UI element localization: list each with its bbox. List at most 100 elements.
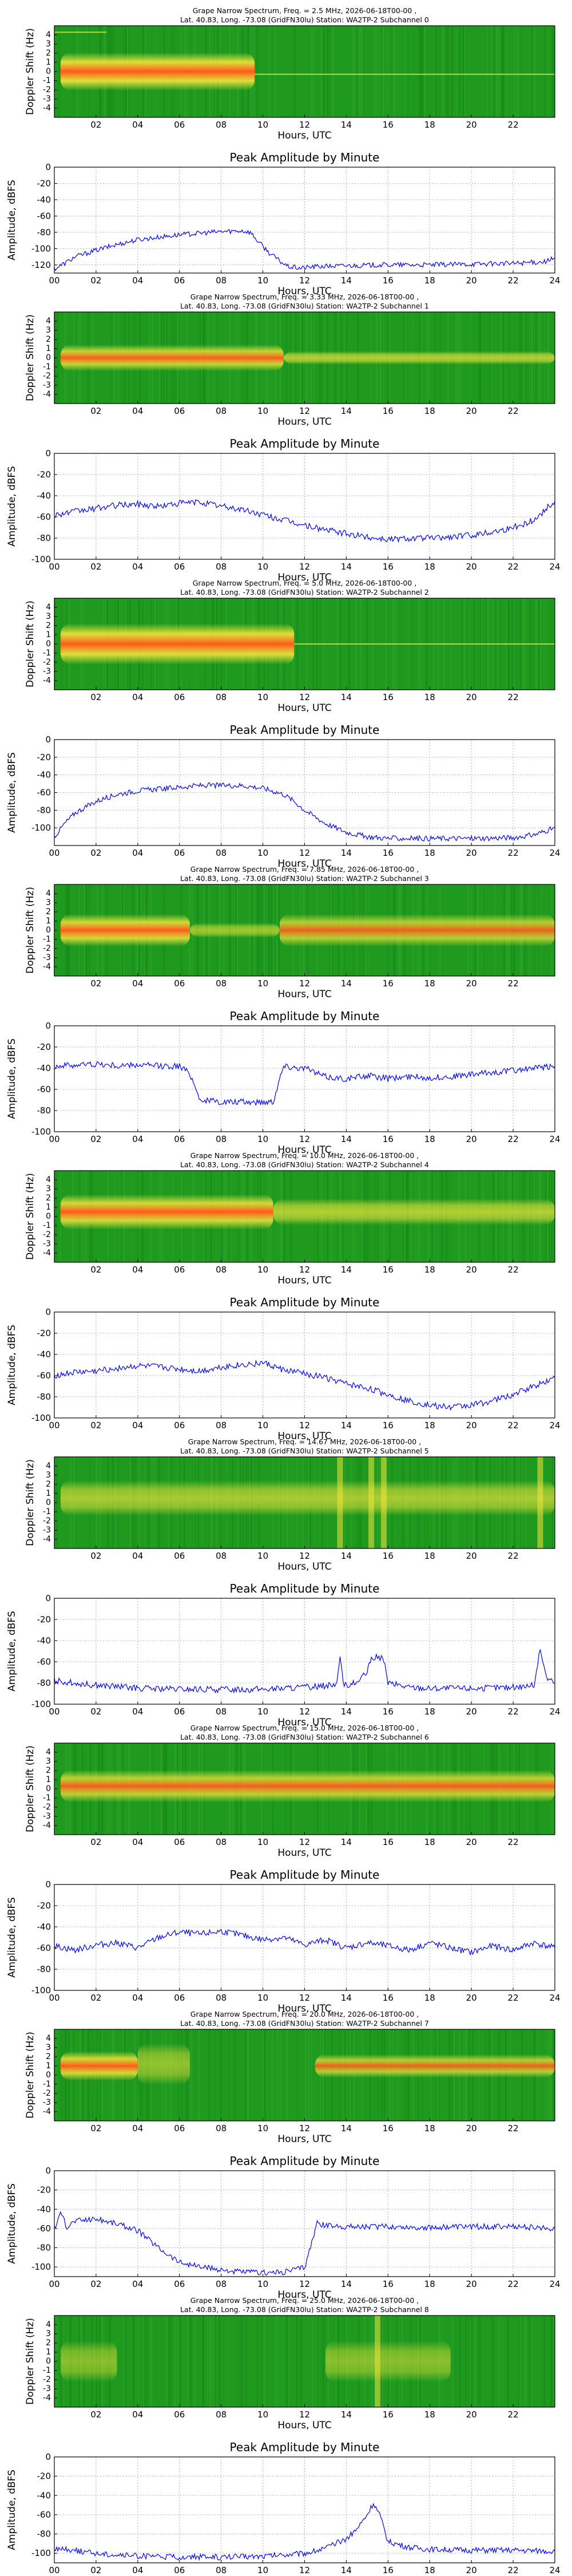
x-tick-label: 18 xyxy=(424,2409,435,2420)
y-tick-label: -20 xyxy=(37,752,51,762)
spectrogram-burst xyxy=(368,1457,375,1548)
x-axis-label: Hours, UTC xyxy=(277,1275,331,1286)
spectrogram-signal-band xyxy=(279,914,555,947)
x-tick-label: 12 xyxy=(299,1993,310,2003)
spectrogram-title: Grape Narrow Spectrum, Freq. = 25.0 MHz,… xyxy=(190,2296,419,2305)
x-tick-label: 02 xyxy=(90,1993,101,2003)
x-tick-label: 14 xyxy=(341,1837,352,1847)
spectrogram-signal-band xyxy=(60,914,190,947)
x-axis-label: Hours, UTC xyxy=(277,572,331,583)
y-tick-label: -80 xyxy=(37,1678,51,1688)
spectrogram-signal-band xyxy=(284,351,555,365)
y-tick-label: 0 xyxy=(45,1307,51,1317)
x-tick-label: 16 xyxy=(383,978,394,989)
x-tick-label: 14 xyxy=(341,2279,352,2289)
y-tick-label: 4 xyxy=(46,1748,51,1757)
spectrogram-title: Grape Narrow Spectrum, Freq. = 2.5 MHz, … xyxy=(193,6,417,15)
y-tick-label: -3 xyxy=(43,381,51,390)
x-tick-label: 04 xyxy=(132,1837,143,1847)
x-tick-label: 12 xyxy=(299,2409,310,2420)
y-axis-label: Amplitude, dBFS xyxy=(6,752,18,833)
x-tick-label: 20 xyxy=(466,2279,477,2289)
x-tick-label: 14 xyxy=(341,1265,352,1275)
amplitude-frame xyxy=(54,453,555,560)
amplitude-series-line xyxy=(54,782,555,842)
x-tick-label: 14 xyxy=(341,120,352,130)
x-tick-label: 04 xyxy=(132,1993,143,2003)
y-tick-label: -40 xyxy=(37,1349,51,1360)
y-tick-label: 0 xyxy=(46,639,51,649)
x-tick-label: 16 xyxy=(383,406,394,416)
x-tick-label: 22 xyxy=(508,2409,519,2420)
x-tick-label: 08 xyxy=(216,1706,227,1717)
amplitude-frame xyxy=(54,1884,555,1991)
x-tick-label: 18 xyxy=(424,562,435,572)
x-tick-label: 18 xyxy=(424,275,435,286)
x-tick-label: 22 xyxy=(508,562,519,572)
spectrogram-signal-band xyxy=(137,2043,190,2085)
spectrogram-panel-0: Grape Narrow Spectrum, Freq. = 2.5 MHz, … xyxy=(25,6,555,141)
x-tick-label: 24 xyxy=(549,1420,560,1431)
y-tick-label: 0 xyxy=(46,67,51,76)
x-tick-label: 10 xyxy=(257,848,268,858)
x-tick-label: 10 xyxy=(257,2123,268,2134)
x-tick-label: 04 xyxy=(132,2123,143,2134)
y-tick-label: -20 xyxy=(37,1328,51,1338)
x-tick-label: 04 xyxy=(132,562,143,572)
y-tick-label: -2 xyxy=(43,372,51,381)
y-tick-label: -40 xyxy=(37,1063,51,1073)
spectrogram-title: Grape Narrow Spectrum, Freq. = 20.0 MHz,… xyxy=(190,2010,419,2018)
x-tick-label: 18 xyxy=(424,1134,435,1144)
x-tick-label: 18 xyxy=(424,1420,435,1431)
x-tick-label: 08 xyxy=(216,2123,227,2134)
spectrogram-background xyxy=(54,2316,555,2407)
x-tick-label: 02 xyxy=(90,2565,101,2575)
x-tick-label: 18 xyxy=(424,1706,435,1717)
x-tick-label: 18 xyxy=(424,692,435,702)
x-tick-label: 10 xyxy=(257,1837,268,1847)
y-tick-label: -80 xyxy=(37,1392,51,1402)
x-tick-label: 04 xyxy=(132,120,143,130)
y-tick-label: 4 xyxy=(46,603,51,612)
x-tick-label: 06 xyxy=(174,406,185,416)
x-tick-label: 02 xyxy=(90,562,101,572)
y-tick-label: 0 xyxy=(46,2357,51,2366)
x-axis-label: Hours, UTC xyxy=(277,2134,331,2145)
y-tick-label: 3 xyxy=(46,1184,51,1194)
x-tick-label: 12 xyxy=(299,120,310,130)
x-tick-label: 20 xyxy=(466,1993,477,2003)
x-tick-label: 16 xyxy=(383,1134,394,1144)
x-tick-label: 04 xyxy=(132,1551,143,1561)
x-tick-label: 04 xyxy=(132,275,143,286)
x-tick-label: 08 xyxy=(216,120,227,130)
y-tick-label: -80 xyxy=(37,227,51,238)
y-axis-label: Doppler Shift (Hz) xyxy=(25,1173,36,1260)
amplitude-panel-8: Peak Amplitude by Minute 00 02 04 06 08 10 12 14… xyxy=(6,2440,561,2576)
spectrogram-title: Grape Narrow Spectrum, Freq. = 5.0 MHz, … xyxy=(193,579,417,587)
amplitude-frame xyxy=(54,2170,555,2277)
x-tick-label: 20 xyxy=(466,2565,477,2575)
x-axis-label: Hours, UTC xyxy=(277,702,331,714)
x-tick-label: 06 xyxy=(174,2279,185,2289)
x-tick-label: 08 xyxy=(216,275,227,286)
y-tick-label: -4 xyxy=(43,390,51,399)
spectrogram-signal-band xyxy=(60,1194,273,1230)
spectrogram-subtitle: Lat. 40.83, Long. -73.08 (GridFN30lu) St… xyxy=(180,1733,429,1741)
x-tick-label: 08 xyxy=(216,1420,227,1431)
y-tick-label: -40 xyxy=(37,195,51,205)
y-tick-label: 0 xyxy=(46,1498,51,1507)
x-tick-label: 16 xyxy=(383,848,394,858)
y-tick-label: -4 xyxy=(43,2107,51,2116)
y-tick-label: 2 xyxy=(46,1480,51,1489)
x-tick-label: 18 xyxy=(424,120,435,130)
x-tick-label: 24 xyxy=(549,562,560,572)
amplitude-series-line xyxy=(54,2211,555,2276)
x-tick-label: 08 xyxy=(216,1134,227,1144)
y-tick-label: 2 xyxy=(46,2338,51,2348)
spectrogram-panel-3: Grape Narrow Spectrum, Freq. = 7.85 MHz,… xyxy=(25,865,555,1000)
y-tick-label: 0 xyxy=(45,734,51,745)
x-tick-label: 08 xyxy=(216,2565,227,2575)
x-tick-label: 12 xyxy=(299,1837,310,1847)
y-tick-label: -1 xyxy=(43,362,51,372)
y-tick-label: 4 xyxy=(46,317,51,326)
